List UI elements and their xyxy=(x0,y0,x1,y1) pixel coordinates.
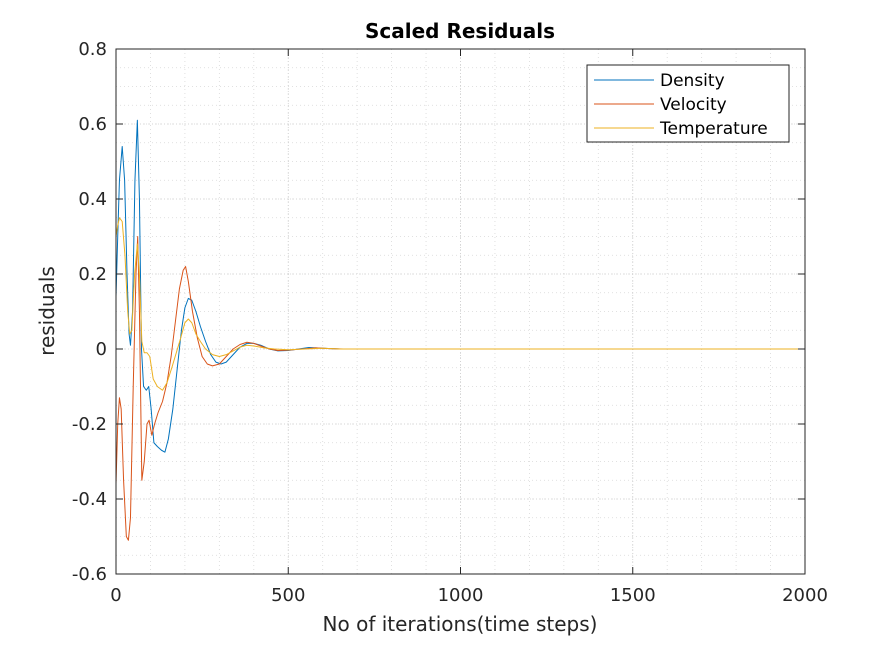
y-tick-label: 0.4 xyxy=(78,189,107,210)
series-layer xyxy=(115,119,805,541)
x-tick-label: 2000 xyxy=(782,585,828,606)
series-line-temperature xyxy=(115,217,805,391)
x-tick-label: 0 xyxy=(110,585,121,606)
x-tick-labels: 0 500 1000 1500 2000 xyxy=(110,585,828,606)
y-tick-label: 0.8 xyxy=(78,39,107,60)
x-tick-label: 500 xyxy=(271,585,305,606)
y-tick-label: -0.4 xyxy=(72,489,107,510)
y-tick-label: 0.6 xyxy=(78,114,107,135)
y-tick-labels: -0.6 -0.4 -0.2 0 0.2 0.4 0.6 0.8 xyxy=(72,39,107,585)
legend-label-temperature: Temperature xyxy=(659,119,768,139)
ticks xyxy=(115,48,806,575)
y-tick-label: -0.6 xyxy=(72,564,107,585)
y-tick-label: 0.2 xyxy=(78,264,107,285)
x-axis-label: No of iterations(time steps) xyxy=(323,612,598,636)
series-line-velocity xyxy=(115,236,805,541)
legend-label-density: Density xyxy=(660,71,725,91)
legend-label-velocity: Velocity xyxy=(660,95,727,115)
legend: Density Velocity Temperature xyxy=(586,64,790,143)
x-tick-label: 1000 xyxy=(438,585,484,606)
y-tick-label: -0.2 xyxy=(72,414,107,435)
y-tick-label: 0 xyxy=(96,339,107,360)
x-tick-label: 1500 xyxy=(610,585,656,606)
chart-title: Scaled Residuals xyxy=(365,19,555,43)
y-axis-label: residuals xyxy=(35,266,59,356)
